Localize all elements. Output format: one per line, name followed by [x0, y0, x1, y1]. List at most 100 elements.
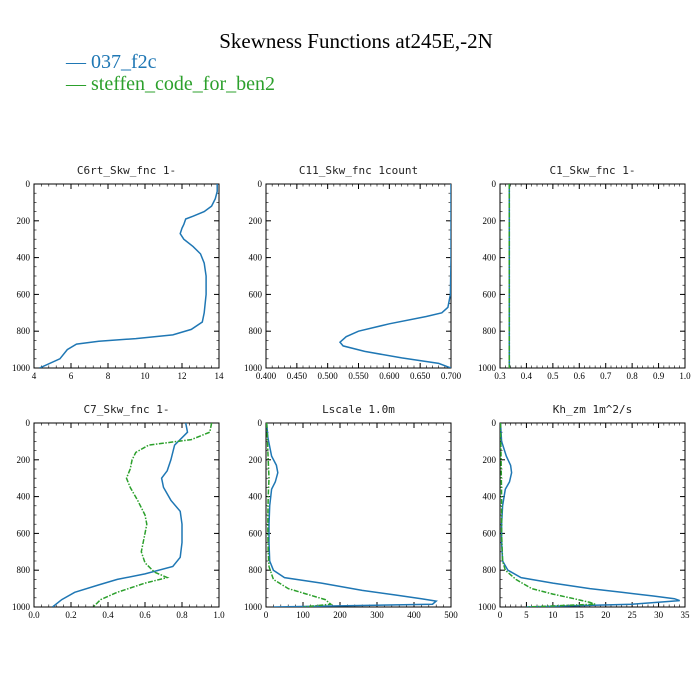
y-tick-label: 600 [17, 528, 31, 538]
y-tick-label: 600 [249, 528, 263, 538]
x-tick-label: 0.5 [547, 371, 559, 381]
panel-title: C7_Skw_fnc 1- [83, 403, 169, 416]
y-tick-label: 800 [249, 326, 263, 336]
y-tick-label: 400 [249, 492, 263, 502]
x-tick-label: 0.4 [521, 371, 533, 381]
x-tick-label: 35 [681, 610, 691, 620]
panel-title: C11_Skw_fnc 1count [299, 164, 418, 177]
panel-title: Lscale 1.0m [322, 403, 395, 416]
y-tick-label: 400 [483, 492, 497, 502]
x-tick-label: 0.600 [379, 371, 400, 381]
x-tick-label: 100 [296, 610, 310, 620]
x-tick-label: 0.550 [348, 371, 369, 381]
x-tick-label: 500 [444, 610, 458, 620]
x-tick-label: 20 [601, 610, 611, 620]
legend: — 037_f2c — steffen_code_for_ben2 [65, 51, 275, 95]
legend-entry-1: — 037_f2c [65, 51, 157, 73]
plot-frame [33, 183, 220, 369]
x-tick-label: 1.0 [679, 371, 691, 381]
y-tick-label: 1000 [244, 602, 263, 612]
y-tick-label: 200 [249, 216, 263, 226]
x-tick-label: 0.650 [410, 371, 431, 381]
plot-frame [499, 183, 686, 369]
y-tick-label: 0 [258, 418, 263, 428]
y-tick-label: 1000 [478, 363, 497, 373]
x-tick-label: 14 [215, 371, 225, 381]
series-line-1 [266, 423, 438, 607]
y-tick-label: 400 [483, 253, 497, 263]
y-tick-label: 600 [483, 528, 497, 538]
x-tick-label: 0.7 [600, 371, 612, 381]
x-tick-label: 12 [178, 371, 187, 381]
panel-title: C6rt_Skw_fnc 1- [77, 164, 176, 177]
y-tick-label: 600 [17, 289, 31, 299]
panel-title: Kh_zm 1m^2/s [553, 403, 632, 416]
y-tick-label: 600 [483, 289, 497, 299]
y-tick-label: 1000 [478, 602, 497, 612]
y-tick-label: 800 [17, 565, 31, 575]
panel-title: C1_Skw_fnc 1- [549, 164, 635, 177]
panel-2: C11_Skw_fnc 1count 0 200 400 600 800 10000.400… [244, 164, 462, 381]
x-tick-label: 15 [575, 610, 585, 620]
x-tick-label: 0.9 [653, 371, 665, 381]
series-line-2 [92, 423, 213, 607]
legend-label-1: 037_f2c [91, 51, 157, 73]
y-tick-label: 200 [249, 455, 263, 465]
y-tick-label: 0 [258, 179, 263, 189]
x-tick-label: 0.0 [28, 610, 40, 620]
figure-title: Skewness Functions at245E,-2N [219, 29, 493, 53]
series-line-1 [39, 184, 218, 368]
plot-frame [33, 422, 220, 608]
x-tick-label: 0.6 [574, 371, 586, 381]
y-tick-label: 1000 [12, 602, 31, 612]
x-tick-label: 0.700 [441, 371, 462, 381]
y-tick-label: 600 [249, 289, 263, 299]
x-tick-label: 8 [106, 371, 111, 381]
y-tick-label: 200 [483, 216, 497, 226]
series-line-1 [500, 423, 680, 607]
y-tick-label: 1000 [12, 363, 31, 373]
x-tick-label: 6 [69, 371, 74, 381]
x-tick-label: 10 [548, 610, 558, 620]
y-tick-label: 800 [483, 326, 497, 336]
x-tick-label: 400 [407, 610, 421, 620]
x-tick-label: 0.8 [627, 371, 639, 381]
x-tick-label: 0.400 [256, 371, 277, 381]
x-tick-label: 200 [333, 610, 347, 620]
legend-entry-2: — steffen_code_for_ben2 [65, 73, 275, 95]
y-tick-label: 0 [492, 179, 497, 189]
x-tick-label: 0 [498, 610, 503, 620]
y-tick-label: 400 [17, 253, 31, 263]
y-tick-label: 800 [249, 565, 263, 575]
x-tick-label: 0.2 [65, 610, 76, 620]
y-tick-label: 400 [17, 492, 31, 502]
x-tick-label: 0.4 [102, 610, 114, 620]
x-tick-label: 5 [524, 610, 529, 620]
y-tick-label: 800 [483, 565, 497, 575]
x-tick-label: 0.8 [176, 610, 188, 620]
x-tick-label: 0 [264, 610, 269, 620]
y-tick-label: 200 [17, 455, 31, 465]
series-line-1 [338, 184, 451, 368]
x-tick-label: 30 [654, 610, 664, 620]
y-tick-label: 0 [26, 179, 31, 189]
x-tick-label: 1.0 [213, 610, 225, 620]
x-tick-label: 0.3 [494, 371, 506, 381]
x-tick-label: 300 [370, 610, 384, 620]
x-tick-label: 0.500 [318, 371, 339, 381]
series-line-2 [266, 423, 333, 607]
x-tick-label: 25 [628, 610, 638, 620]
y-tick-label: 200 [17, 216, 31, 226]
y-tick-label: 200 [483, 455, 497, 465]
x-tick-label: 0.6 [139, 610, 151, 620]
y-tick-label: 0 [26, 418, 31, 428]
plot-frame [265, 183, 452, 369]
x-tick-label: 0.450 [287, 371, 308, 381]
x-tick-label: 4 [32, 371, 37, 381]
